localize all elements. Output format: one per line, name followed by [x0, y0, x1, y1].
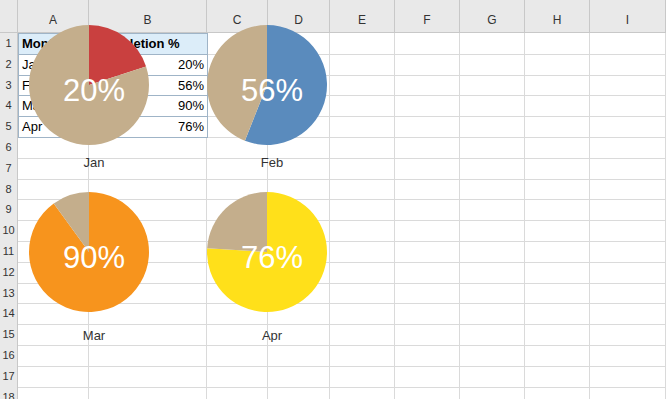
svg-text:Jan: Jan [84, 155, 105, 170]
html-text:15: 15 [2, 328, 15, 341]
html-text:I: I [625, 13, 630, 27]
svg-text:Feb: Feb [261, 155, 283, 170]
svg-text:76%: 76% [241, 240, 303, 275]
html-text:H: H [552, 13, 562, 27]
html-text:Mar: Mar [22, 98, 45, 114]
html-text:56%: 56% [178, 77, 204, 93]
html-text:1: 1 [5, 37, 12, 49]
html-text:14: 14 [2, 307, 15, 320]
html-text:12: 12 [2, 265, 15, 278]
svg-text:Mar: Mar [83, 328, 106, 343]
html-text:76%: 76% [178, 119, 204, 135]
html-text:90%: 90% [178, 98, 204, 114]
svg-text:20%: 20% [63, 73, 125, 108]
html-text:G: G [487, 13, 497, 27]
html-text:4: 4 [5, 99, 12, 112]
html-text:7: 7 [5, 161, 12, 174]
svg-text:Apr: Apr [262, 328, 283, 343]
html-text:10: 10 [2, 224, 15, 237]
html-text:B: B [143, 13, 152, 27]
html-text:F: F [423, 13, 431, 27]
html-text:D: D [294, 13, 303, 27]
html-text:Feb: Feb [22, 77, 45, 93]
html-text:Apr: Apr [22, 119, 43, 135]
html-text:9: 9 [5, 203, 12, 216]
html-text:Completion %: Completion % [93, 36, 180, 51]
html-text:A: A [49, 13, 57, 27]
html-text:13: 13 [2, 286, 15, 299]
svg-text:90%: 90% [63, 240, 125, 275]
html-text:16: 16 [2, 349, 15, 361]
html-text:Jan: Jan [22, 56, 43, 72]
html-text:2: 2 [5, 57, 12, 70]
html-text:C: C [232, 13, 242, 27]
html-text:11: 11 [2, 245, 15, 257]
html-text:3: 3 [5, 78, 12, 91]
html-text:5: 5 [5, 120, 12, 133]
html-text:20%: 20% [178, 56, 204, 72]
html-text:6: 6 [5, 141, 12, 153]
html-text:8: 8 [5, 182, 12, 195]
svg-text:56%: 56% [241, 73, 303, 108]
html-text:17: 17 [2, 369, 15, 382]
html-text:Month: Month [22, 36, 61, 51]
html-text:E: E [358, 13, 366, 27]
